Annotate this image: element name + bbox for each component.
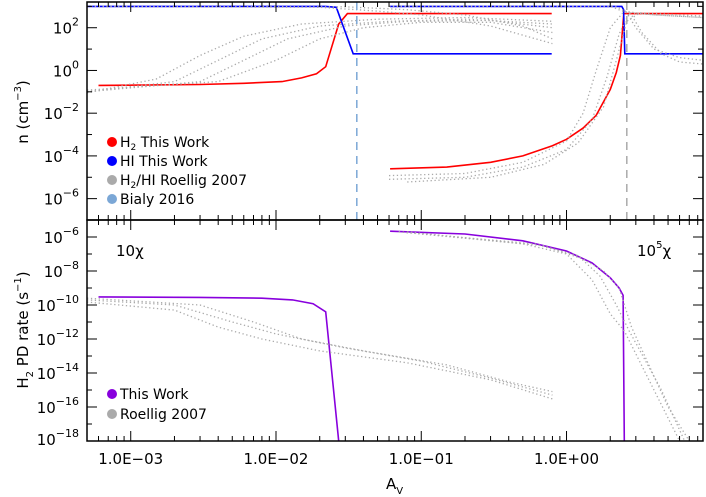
series-roellig-pd-high-2 [398,231,686,441]
axes: 1.0E−03 1.0E−02 1.0E−01 1.0E+00 102 100 10−2 10… [37,1,704,468]
annotation-1e5chi: 105χ [637,240,671,260]
bottom-plot-series [87,230,690,441]
y-tick-label: 102 [53,16,79,38]
legend-item-hi-this-work: HI This Work [107,154,209,170]
y-tick-label: 10−6 [44,225,79,247]
series-roellig-hi-high-2 [389,5,703,65]
y-tick-label: 10−2 [44,101,79,123]
x-tick-label: 1.0E−03 [98,450,163,468]
legend-item-roellig-2007: Roellig 2007 [107,407,207,423]
svg-text:Bialy 2016: Bialy 2016 [120,192,194,208]
legend-marker [107,194,117,204]
bottom-y-axis-label: H2 PD rate (s−1) [13,271,36,388]
series-roellig-h2-high-3 [407,12,703,183]
series-hi-low [87,5,552,55]
series-hi-high [390,5,703,55]
legend-item-roellig-2007: H2/HI Roellig 2007 [107,173,247,191]
series-roellig-hi-low-2 [87,5,553,40]
series-roellig-pd-low-3 [87,301,553,400]
series-h2-low [98,12,552,87]
svg-text:Roellig 2007: Roellig 2007 [120,407,207,423]
y-tick-label: 10−14 [37,361,79,383]
top-y-axis-label: n (cm−3) [13,80,32,144]
y-tick-label: 10−16 [37,395,79,417]
series-roellig-pd-low-1 [87,299,553,396]
series-roellig-h2-low-3 [87,21,553,91]
series-h2-high [390,12,703,170]
y-tick-label: 10−8 [44,259,79,281]
series-roellig-pd-high-1 [398,231,681,441]
series-roellig-h2-high-1 [388,10,703,177]
y-tick-label: 100 [53,58,79,80]
legend-item-bialy-2016: Bialy 2016 [107,192,194,208]
y-tick-label: 10−6 [44,187,79,209]
bottom-plot-frame [86,219,704,442]
svg-text:H2/HI Roellig 2007: H2/HI Roellig 2007 [120,173,247,191]
legend-marker [107,409,117,419]
series-roellig-hi-low-1 [87,5,553,45]
legend-item-h2-this-work: H2 This Work [107,135,210,153]
x-axis-label: AV [386,475,403,497]
legend-marker [107,156,117,166]
y-tick-label: 10−10 [37,293,79,315]
annotation-10chi: 10χ [116,242,144,260]
svg-text:H2 This Work: H2 This Work [120,135,210,153]
series-roellig-h2-low-4 [87,16,553,94]
top-legend: H2 This Work HI This Work H2/HI Roellig … [107,135,247,208]
svg-text:HI This Work: HI This Work [120,154,209,170]
x-tick-label: 1.0E−02 [243,450,308,468]
legend-marker [107,175,117,185]
svg-text:This Work: This Work [119,387,189,403]
series-pd-low [98,296,340,441]
legend-marker [107,137,117,147]
bottom-legend: This Work Roellig 2007 [107,387,207,423]
legend-marker [107,389,117,399]
y-tick-label: 10−18 [37,427,79,449]
top-plot-series [87,2,703,220]
series-roellig-h2-low-1 [87,18,553,93]
x-tick-label: 1.0E−01 [389,450,454,468]
series-roellig-h2-high-2 [388,12,703,180]
series-roellig-pd-high-3 [407,231,690,441]
series-roellig-pd-low-2 [87,297,553,393]
series-pd-high [390,230,626,441]
y-tick-label: 10−12 [37,327,79,349]
legend-item-this-work: This Work [107,387,189,403]
y-tick-label: 10−4 [44,144,79,166]
series-roellig-h2-low-2 [87,19,553,93]
x-tick-label: 1.0E+00 [534,450,599,468]
